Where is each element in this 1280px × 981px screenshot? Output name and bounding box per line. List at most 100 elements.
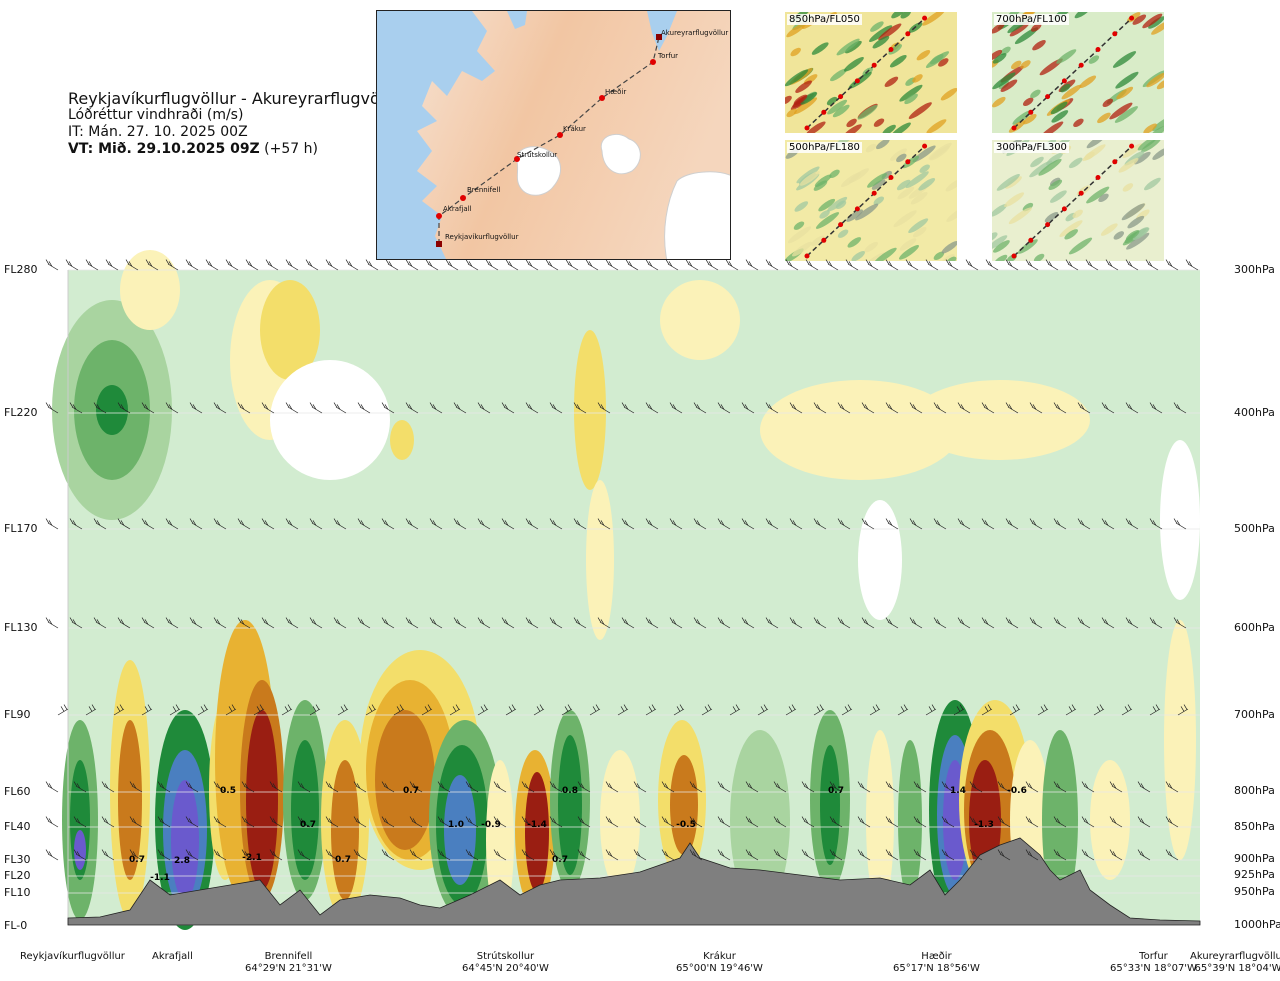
wind-barb	[281, 704, 293, 716]
wind-barb	[1137, 816, 1151, 828]
wind-barb	[1077, 617, 1091, 629]
field-cell	[525, 772, 549, 892]
wind-barb	[197, 704, 209, 716]
wind-barb	[765, 617, 779, 629]
thumb-field-blob	[992, 232, 998, 241]
wind-barb	[429, 518, 443, 530]
thumb-field-blob	[861, 252, 886, 261]
wind-barb	[1053, 849, 1067, 861]
wind-barb	[645, 617, 659, 629]
wind-barb	[885, 259, 899, 271]
thumb-field-blob	[1008, 207, 1032, 225]
thumbnail-700hpa[interactable]: 700hPa/FL100	[992, 12, 1164, 133]
thumb-field-blob	[1146, 72, 1164, 88]
thumb-field-blob	[1033, 253, 1045, 261]
wind-barb	[333, 518, 347, 530]
wind-barb	[941, 849, 955, 861]
wind-barb	[745, 259, 759, 271]
hpa-label: 400hPa	[1234, 406, 1275, 419]
thumb-field-blob	[946, 207, 957, 222]
quantity-subtitle: Lóðréttur vindhraði (m/s)	[68, 107, 244, 123]
wind-barb	[309, 518, 323, 530]
field-cell	[118, 720, 142, 880]
thumb-field-blob	[1121, 203, 1145, 221]
wind-barb	[1165, 849, 1179, 861]
thumbnail-300hpa[interactable]: 300hPa/FL300	[992, 140, 1164, 261]
thumb-field-blob	[1152, 147, 1164, 160]
wind-barb	[477, 617, 491, 629]
thumb-field-blob	[1082, 144, 1106, 162]
wind-barb	[605, 849, 619, 861]
thumb-field-blob	[1012, 110, 1033, 125]
wind-barb	[165, 617, 179, 629]
thumb-field-blob	[1126, 232, 1150, 250]
thumb-field-blob	[790, 47, 801, 57]
wind-barb	[325, 816, 339, 828]
valid-time-bold: VT: Mið. 29.10.2025 09Z	[68, 141, 260, 157]
wind-barb	[213, 617, 227, 629]
field-value-label: 1.4	[950, 786, 966, 796]
thumb-field-blob	[919, 164, 930, 173]
wind-barb	[1025, 816, 1039, 828]
wind-barb	[393, 704, 405, 716]
wind-barb	[549, 617, 563, 629]
field-cell	[444, 775, 476, 885]
wind-barb	[125, 259, 139, 271]
wind-barb	[113, 704, 125, 716]
thumb-field-blob	[1137, 140, 1158, 151]
wind-barb	[165, 402, 179, 414]
fl-label: FL10	[4, 886, 31, 899]
thumb-field-blob	[992, 204, 1007, 217]
wind-barb	[501, 402, 515, 414]
wind-barb	[333, 617, 347, 629]
wind-barb	[885, 518, 899, 530]
wind-barb	[933, 518, 947, 530]
wind-barb	[141, 402, 155, 414]
thumb-field-blob	[1048, 179, 1063, 191]
wind-barb	[665, 259, 679, 271]
thumb-field-blob	[873, 196, 885, 205]
thumb-route-point	[888, 47, 894, 52]
thumb-field-blob	[996, 174, 1020, 191]
wind-barb	[305, 259, 319, 271]
field-value-label: 0.7	[300, 820, 316, 830]
thumb-field-blob	[815, 212, 840, 229]
field-cell	[96, 385, 128, 435]
fjord-north-2	[507, 11, 527, 29]
field-value-label: 1.0	[448, 820, 464, 830]
thumbnail-500hpa[interactable]: 500hPa/FL180	[785, 140, 957, 261]
wind-barb	[325, 849, 339, 861]
map-label-haedir: Hæðir	[605, 88, 626, 96]
thumb-field-blob	[786, 22, 807, 38]
wind-barb	[1109, 849, 1123, 861]
field-value-label: 0.7	[828, 786, 844, 796]
fl-label: FL30	[4, 853, 31, 866]
thumb-field-blob	[1040, 121, 1064, 133]
wind-barb	[429, 402, 443, 414]
thumb-field-blob	[1056, 49, 1077, 64]
wind-barb	[45, 259, 59, 271]
wind-barb	[841, 704, 853, 716]
thumb-field-blob	[843, 56, 864, 72]
fl-label: FL170	[4, 522, 38, 535]
field-cell	[74, 830, 86, 870]
wind-barb	[165, 259, 179, 271]
wind-barb	[813, 518, 827, 530]
wind-barb	[465, 849, 479, 861]
wind-barb	[421, 704, 433, 716]
wind-barb	[689, 849, 703, 861]
thumbnail-850hpa[interactable]: 850hPa/FL050	[785, 12, 957, 133]
wind-barb	[213, 816, 227, 828]
wind-barb	[357, 402, 371, 414]
thumb-field-blob	[908, 218, 929, 234]
thumb-field-blob	[865, 143, 877, 153]
wind-barb	[829, 816, 843, 828]
wind-barb	[93, 402, 107, 414]
field-value-label: -0.6	[1007, 786, 1027, 796]
thumb-route-point	[922, 15, 928, 21]
wind-barb	[69, 617, 83, 629]
wind-barb	[117, 617, 131, 629]
field-value-label: 0.5	[220, 786, 236, 796]
location-haedir: Hæðir 65°17'N 18°56'W	[893, 951, 980, 975]
map-point-reykjavik	[436, 241, 442, 247]
